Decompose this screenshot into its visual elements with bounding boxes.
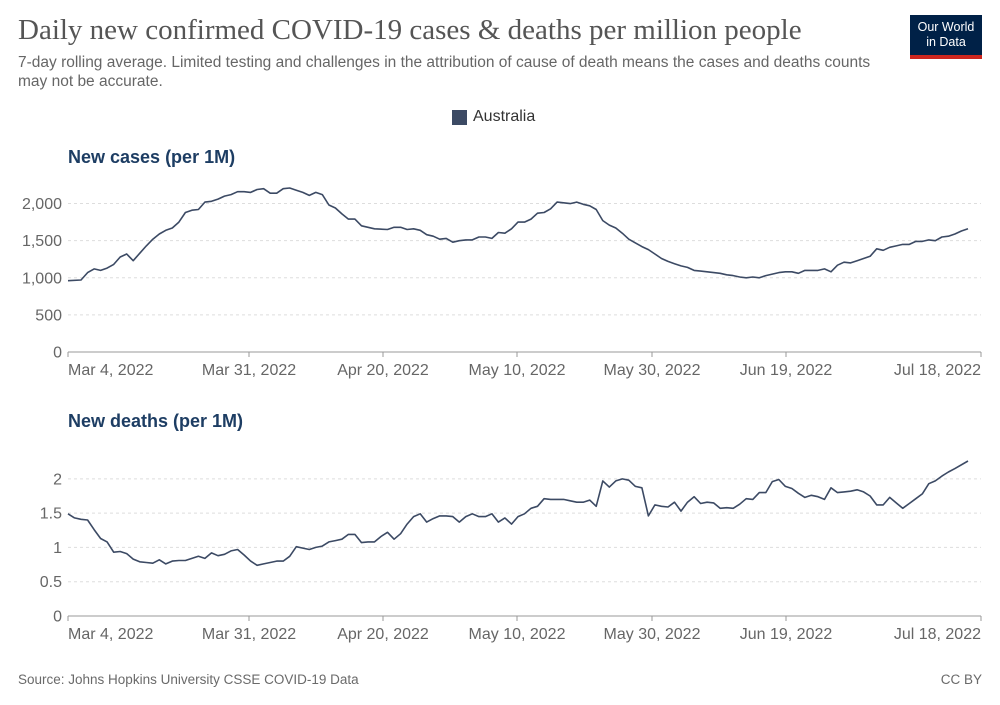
deaths-x-tick-label: Mar 31, 2022 xyxy=(202,626,296,643)
license-note[interactable]: CC BY xyxy=(940,672,982,687)
legend-label: Australia xyxy=(473,108,536,125)
cases-y-tick-label: 1,500 xyxy=(22,233,62,250)
cases-x-tick-label: May 30, 2022 xyxy=(604,362,701,379)
logo-line-2: in Data xyxy=(926,35,966,49)
deaths-x-tick-label: Jul 18, 2022 xyxy=(894,626,981,643)
deaths-x-tick-label: Jun 19, 2022 xyxy=(740,626,833,643)
source-note[interactable]: Source: Johns Hopkins University CSSE CO… xyxy=(18,672,359,687)
deaths-y-tick-label: 1 xyxy=(53,540,62,557)
deaths-x-tick-label: May 30, 2022 xyxy=(604,626,701,643)
deaths-series-line-australia xyxy=(67,460,969,567)
cases-x-tick-label: Jul 18, 2022 xyxy=(894,362,981,379)
cases-x-tick-label: Jun 19, 2022 xyxy=(740,362,833,379)
deaths-y-tick-label: 1.5 xyxy=(40,506,62,523)
cases-series-line-australia xyxy=(67,187,969,282)
deaths-panel-title: New deaths (per 1M) xyxy=(68,411,243,431)
deaths-x-tick-label: Apr 20, 2022 xyxy=(337,626,429,643)
cases-y-tick-label: 2,000 xyxy=(22,196,62,213)
cases-x-tick-label: May 10, 2022 xyxy=(469,362,566,379)
deaths-x-tick-label: Mar 4, 2022 xyxy=(68,626,153,643)
cases-y-tick-label: 0 xyxy=(53,345,62,362)
logo-line-1: Our World xyxy=(917,20,975,34)
cases-x-tick-label: Mar 31, 2022 xyxy=(202,362,296,379)
cases-x-tick-label: Apr 20, 2022 xyxy=(337,362,429,379)
deaths-y-tick-label: 0.5 xyxy=(40,574,62,591)
cases-y-tick-label: 1,000 xyxy=(22,270,62,287)
chart-subtitle: 7-day rolling average. Limited testing a… xyxy=(18,54,871,90)
deaths-y-tick-label: 2 xyxy=(53,471,62,488)
legend[interactable]: Australia xyxy=(452,108,535,126)
chart-title: Daily new confirmed COVID-19 cases & dea… xyxy=(18,14,802,46)
owid-logo[interactable]: Our World in Data xyxy=(910,15,982,59)
deaths-x-tick-label: May 10, 2022 xyxy=(469,626,566,643)
cases-x-tick-label: Mar 4, 2022 xyxy=(68,362,153,379)
cases-y-tick-label: 500 xyxy=(35,307,62,324)
cases-panel-title: New cases (per 1M) xyxy=(68,147,235,167)
legend-swatch xyxy=(452,109,467,125)
deaths-y-tick-label: 0 xyxy=(53,609,62,626)
